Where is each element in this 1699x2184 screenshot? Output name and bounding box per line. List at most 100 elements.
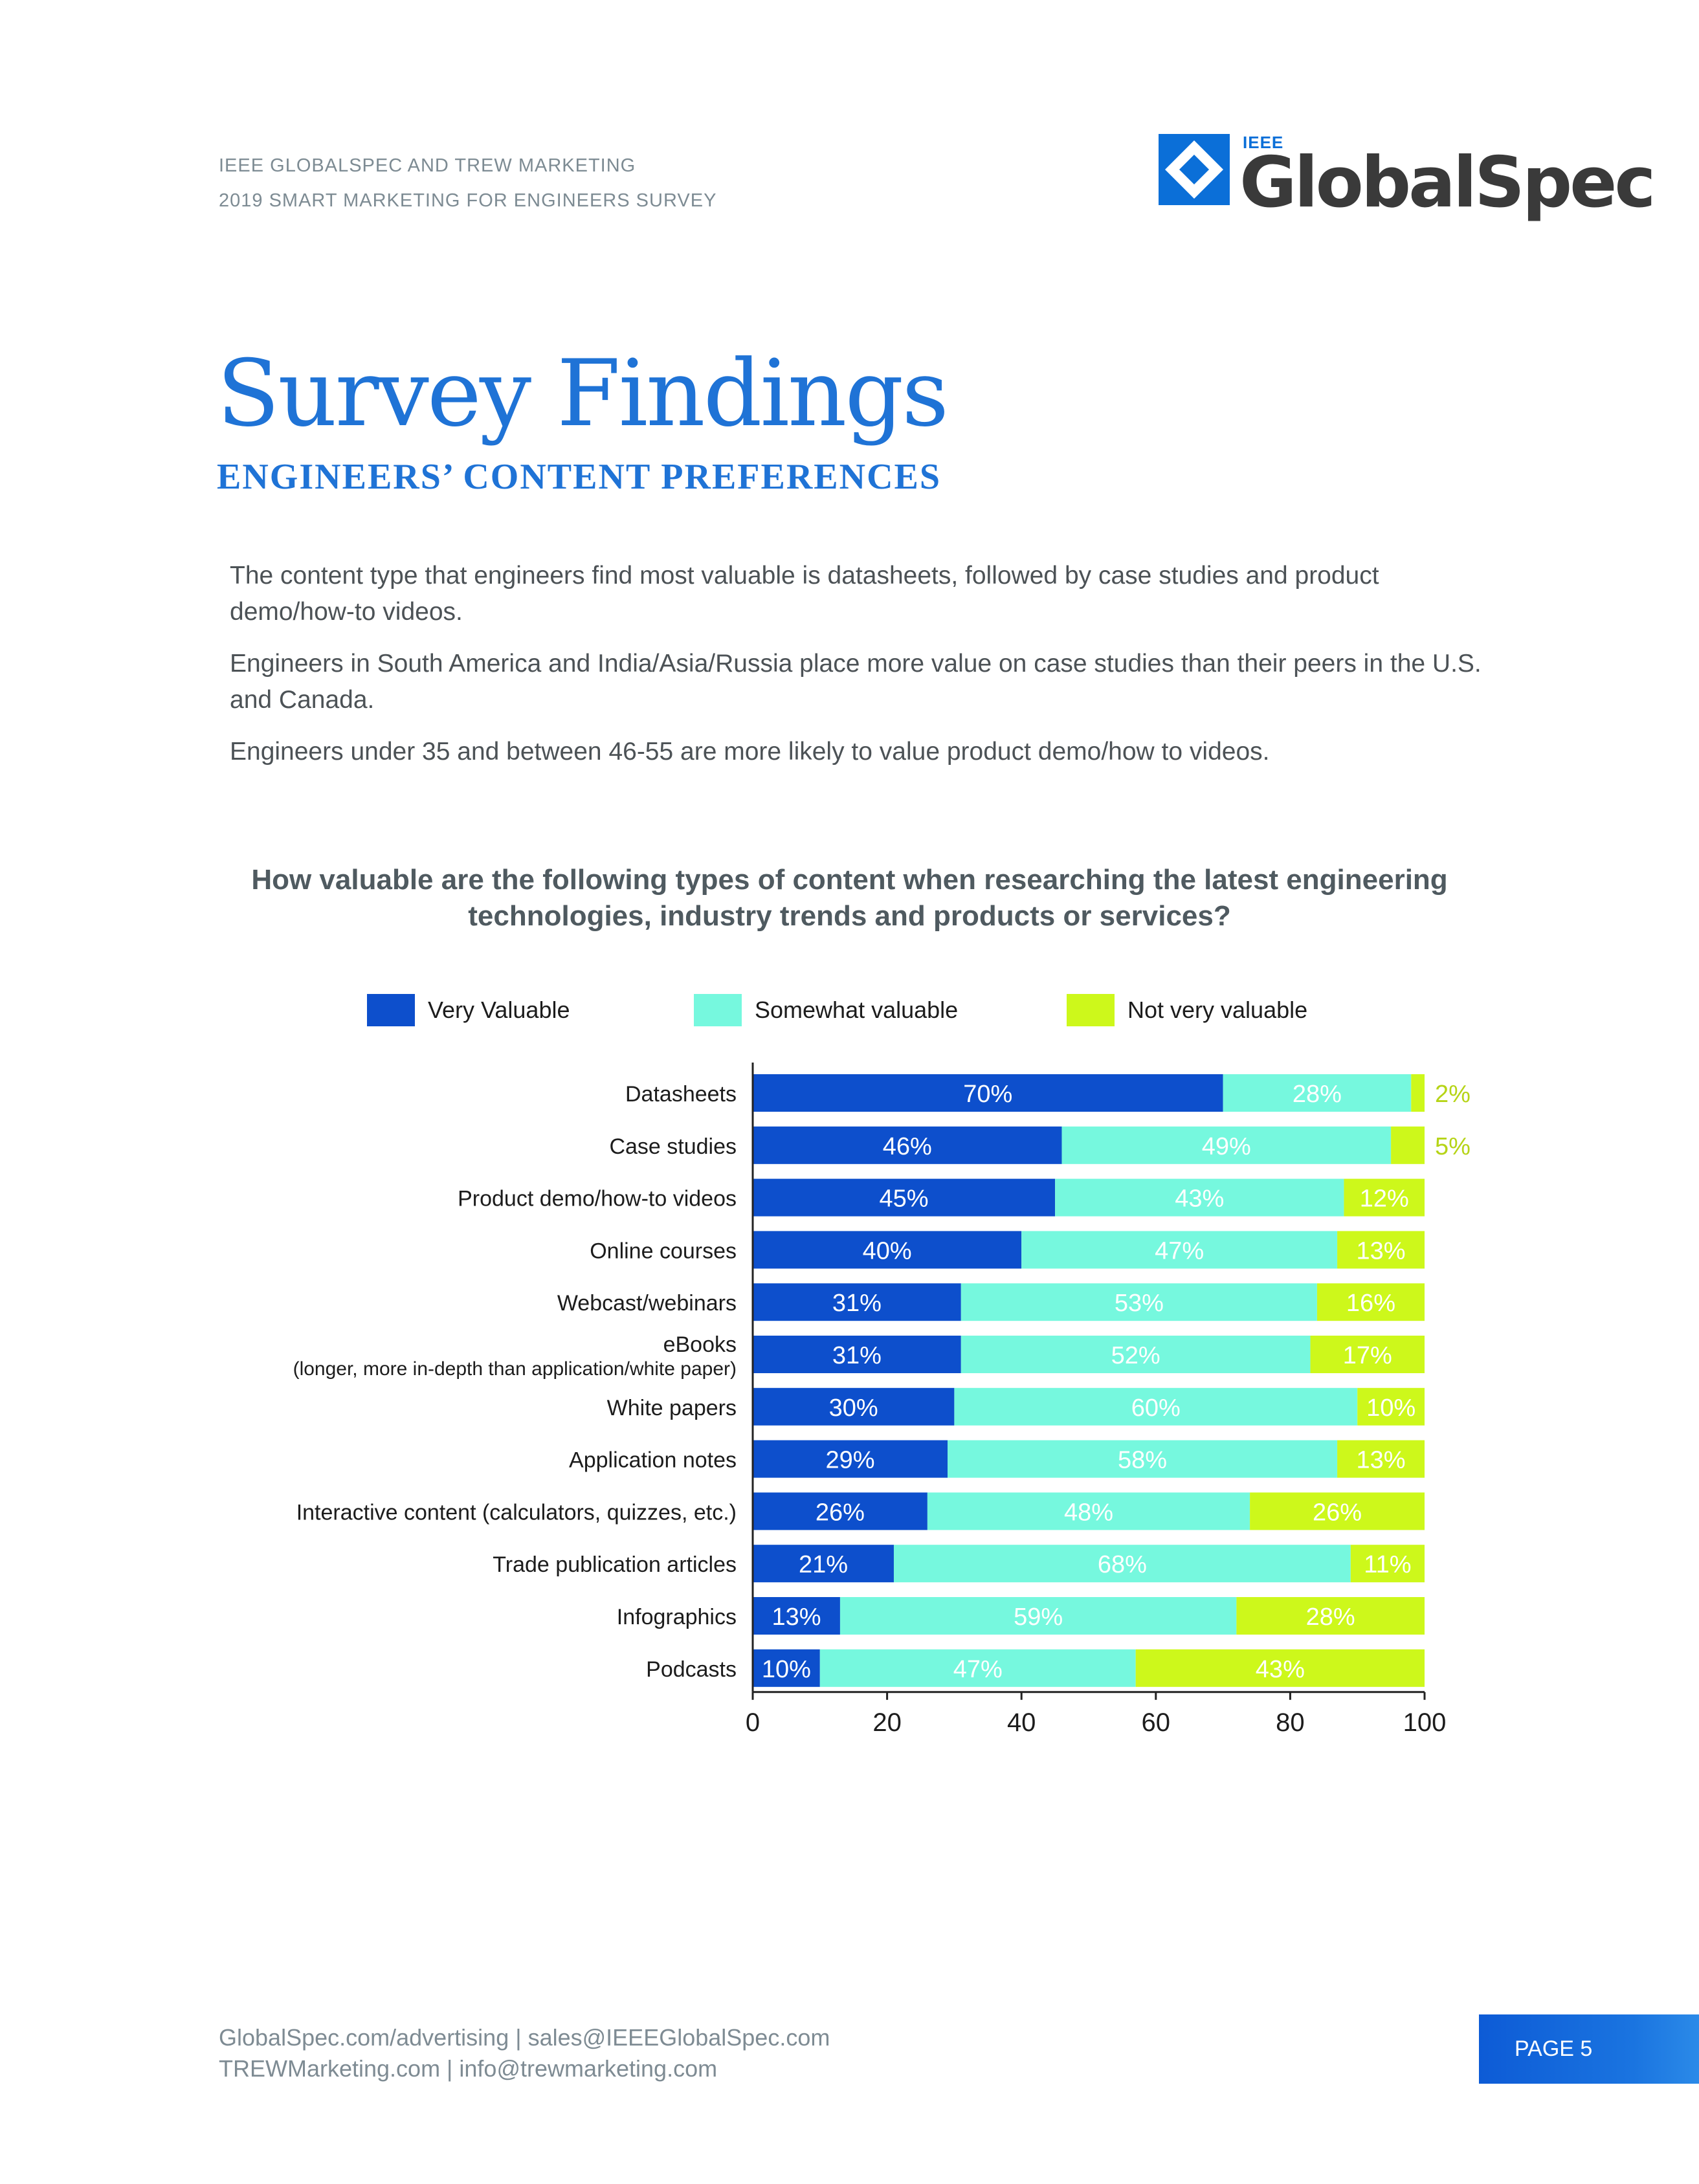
category-label-2: Product demo/how-to videos <box>458 1187 737 1211</box>
data-label-very-2: 45% <box>880 1186 929 1213</box>
data-label-very-7: 29% <box>825 1447 874 1474</box>
data-label-not-1: 5% <box>1435 1133 1471 1160</box>
x-tick-label-1: 20 <box>872 1708 902 1737</box>
x-tick-label-2: 40 <box>1007 1708 1036 1737</box>
globalspec-diamond-icon <box>1159 134 1230 205</box>
bar-somewhat-4 <box>961 1283 1317 1321</box>
category-label-10: Infographics <box>617 1605 737 1629</box>
bar-not-10 <box>1236 1597 1425 1635</box>
legend-not-very-valuable: Not very valuable <box>1067 993 1307 1027</box>
category-label-7: Application notes <box>569 1448 737 1473</box>
data-label-not-2: 12% <box>1360 1186 1409 1213</box>
bar-somewhat-5 <box>961 1336 1311 1373</box>
page-title: Survey Findings <box>217 340 949 447</box>
category-label-0: Datasheets <box>625 1082 737 1107</box>
data-label-somewhat-2: 43% <box>1175 1186 1224 1213</box>
legend-label-not: Not very valuable <box>1127 997 1308 1023</box>
data-label-somewhat-4: 53% <box>1115 1290 1164 1317</box>
bar-somewhat-8 <box>927 1492 1250 1530</box>
bar-very-5 <box>753 1336 961 1373</box>
data-label-somewhat-8: 48% <box>1064 1499 1113 1526</box>
header-line-2: 2019 SMART MARKETING FOR ENGINEERS SURVE… <box>219 190 717 211</box>
legend-very-valuable: Very Valuable <box>367 993 570 1027</box>
data-label-not-10: 28% <box>1306 1604 1355 1631</box>
x-tick-label-4: 80 <box>1276 1708 1305 1737</box>
data-label-somewhat-9: 68% <box>1098 1551 1147 1578</box>
page-number-badge: PAGE 5 <box>1479 2014 1699 2084</box>
legend-swatch-not <box>1067 994 1115 1026</box>
bar-not-11 <box>1135 1649 1425 1687</box>
data-label-very-5: 31% <box>832 1342 882 1369</box>
data-label-somewhat-7: 58% <box>1118 1447 1167 1474</box>
bar-somewhat-9 <box>893 1545 1351 1583</box>
globalspec-logo[interactable]: IEEE GlobalSpec <box>1159 133 1656 236</box>
bar-very-8 <box>753 1492 927 1530</box>
legend-swatch-somewhat <box>694 994 742 1026</box>
bar-not-3 <box>1337 1231 1425 1269</box>
bar-very-4 <box>753 1283 961 1321</box>
intro-paragraph-1: The content type that engineers find mos… <box>230 562 1379 626</box>
data-label-not-4: 16% <box>1346 1290 1395 1317</box>
footer-line-2[interactable]: TREWMarketing.com | info@trewmarketing.c… <box>219 2055 718 2082</box>
bar-very-6 <box>753 1387 955 1426</box>
bar-not-4 <box>1316 1283 1425 1321</box>
bar-not-2 <box>1344 1178 1425 1217</box>
bar-very-0 <box>753 1074 1223 1112</box>
data-label-very-11: 10% <box>762 1656 811 1683</box>
data-label-not-6: 10% <box>1366 1395 1416 1422</box>
data-label-somewhat-5: 52% <box>1111 1342 1160 1369</box>
data-label-somewhat-10: 59% <box>1014 1604 1063 1631</box>
data-label-very-8: 26% <box>816 1499 865 1526</box>
bar-very-3 <box>753 1231 1022 1269</box>
page-subtitle: ENGINEERS’ CONTENT PREFERENCES <box>217 457 942 497</box>
header-line-1: IEEE GLOBALSPEC AND TREW MARKETING <box>219 155 636 176</box>
data-label-somewhat-11: 47% <box>953 1656 1003 1683</box>
bar-very-11 <box>753 1649 820 1687</box>
legend-label-very: Very Valuable <box>428 997 570 1023</box>
legend-label-somewhat: Somewhat valuable <box>755 997 959 1023</box>
data-label-somewhat-1: 49% <box>1202 1133 1251 1160</box>
bar-very-1 <box>753 1126 1062 1164</box>
category-label-9: Trade publication articles <box>493 1552 737 1577</box>
bar-very-2 <box>753 1178 1056 1217</box>
bar-very-10 <box>753 1597 840 1635</box>
bar-somewhat-11 <box>819 1649 1136 1687</box>
data-label-very-10: 13% <box>772 1604 821 1631</box>
intro-paragraph-2: Engineers in South America and India/Asi… <box>230 650 1482 714</box>
category-label-1: Case studies <box>609 1134 737 1159</box>
x-tick-label-5: 100 <box>1403 1708 1447 1737</box>
category-sublabel-5: (longer, more in-depth than application/… <box>293 1358 737 1380</box>
data-label-not-3: 13% <box>1356 1237 1405 1264</box>
data-label-very-0: 70% <box>963 1081 1012 1108</box>
page-number-label: PAGE 5 <box>1515 2036 1593 2061</box>
bar-somewhat-7 <box>948 1440 1338 1478</box>
data-label-not-8: 26% <box>1313 1499 1362 1526</box>
bar-somewhat-10 <box>839 1597 1237 1635</box>
legend-somewhat-valuable: Somewhat valuable <box>694 993 958 1027</box>
logo-globalspec-text: GlobalSpec <box>1239 142 1656 223</box>
bar-not-8 <box>1250 1492 1425 1530</box>
bar-somewhat-6 <box>954 1387 1358 1426</box>
legend-swatch-very <box>367 994 415 1026</box>
bar-somewhat-3 <box>1021 1231 1338 1269</box>
x-tick-label-0: 0 <box>746 1708 760 1737</box>
bar-not-5 <box>1310 1336 1425 1373</box>
footer-line-1[interactable]: GlobalSpec.com/advertising | sales@IEEEG… <box>219 2024 830 2051</box>
data-label-not-9: 11% <box>1364 1551 1411 1578</box>
data-label-not-7: 13% <box>1356 1447 1405 1474</box>
bar-very-7 <box>753 1440 948 1478</box>
bar-not-6 <box>1357 1387 1425 1426</box>
x-tick-label-3: 60 <box>1142 1708 1171 1737</box>
data-label-very-6: 30% <box>829 1395 878 1422</box>
bar-somewhat-2 <box>1055 1178 1344 1217</box>
category-label-8: Interactive content (calculators, quizze… <box>296 1500 737 1525</box>
data-label-not-0: 2% <box>1435 1081 1471 1108</box>
bar-somewhat-0 <box>1223 1074 1412 1112</box>
category-label-3: Online courses <box>590 1239 737 1263</box>
data-label-somewhat-0: 28% <box>1293 1081 1342 1108</box>
data-label-very-9: 21% <box>799 1551 848 1578</box>
data-label-not-11: 43% <box>1256 1656 1305 1683</box>
bar-not-0 <box>1411 1074 1425 1112</box>
category-label-5: eBooks <box>663 1332 737 1357</box>
